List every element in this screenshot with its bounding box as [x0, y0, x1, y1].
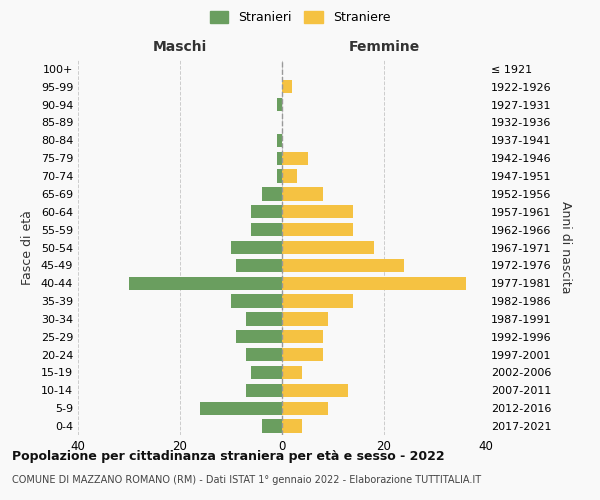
Bar: [200, 402, 282, 415]
Text: Femmine: Femmine: [349, 40, 419, 54]
Bar: [282, 402, 328, 415]
Text: Popolazione per cittadinanza straniera per età e sesso - 2022: Popolazione per cittadinanza straniera p…: [12, 450, 445, 463]
Bar: [247, 348, 282, 362]
Bar: [282, 312, 328, 326]
Legend: Stranieri, Straniere: Stranieri, Straniere: [205, 6, 395, 29]
Bar: [282, 294, 353, 308]
Bar: [282, 384, 349, 397]
Bar: [282, 170, 298, 183]
Bar: [282, 330, 323, 344]
Bar: [236, 330, 282, 344]
Bar: [282, 80, 292, 94]
Bar: [282, 241, 374, 254]
Bar: [277, 170, 282, 183]
Bar: [251, 205, 282, 218]
Bar: [277, 152, 282, 165]
Bar: [282, 420, 302, 433]
Bar: [282, 366, 302, 379]
Y-axis label: Fasce di età: Fasce di età: [21, 210, 34, 285]
Bar: [282, 187, 323, 200]
Bar: [231, 294, 282, 308]
Text: Maschi: Maschi: [153, 40, 207, 54]
Y-axis label: Anni di nascita: Anni di nascita: [559, 201, 572, 294]
Bar: [282, 223, 353, 236]
Bar: [251, 366, 282, 379]
Bar: [262, 187, 282, 200]
Bar: [262, 420, 282, 433]
Bar: [282, 205, 353, 218]
Bar: [282, 348, 323, 362]
Bar: [236, 258, 282, 272]
Bar: [277, 134, 282, 147]
Text: COMUNE DI MAZZANO ROMANO (RM) - Dati ISTAT 1° gennaio 2022 - Elaborazione TUTTIT: COMUNE DI MAZZANO ROMANO (RM) - Dati IST…: [12, 475, 481, 485]
Bar: [129, 276, 282, 290]
Bar: [282, 258, 404, 272]
Bar: [247, 312, 282, 326]
Bar: [277, 98, 282, 112]
Bar: [247, 384, 282, 397]
Bar: [282, 276, 466, 290]
Bar: [231, 241, 282, 254]
Bar: [282, 152, 308, 165]
Bar: [251, 223, 282, 236]
